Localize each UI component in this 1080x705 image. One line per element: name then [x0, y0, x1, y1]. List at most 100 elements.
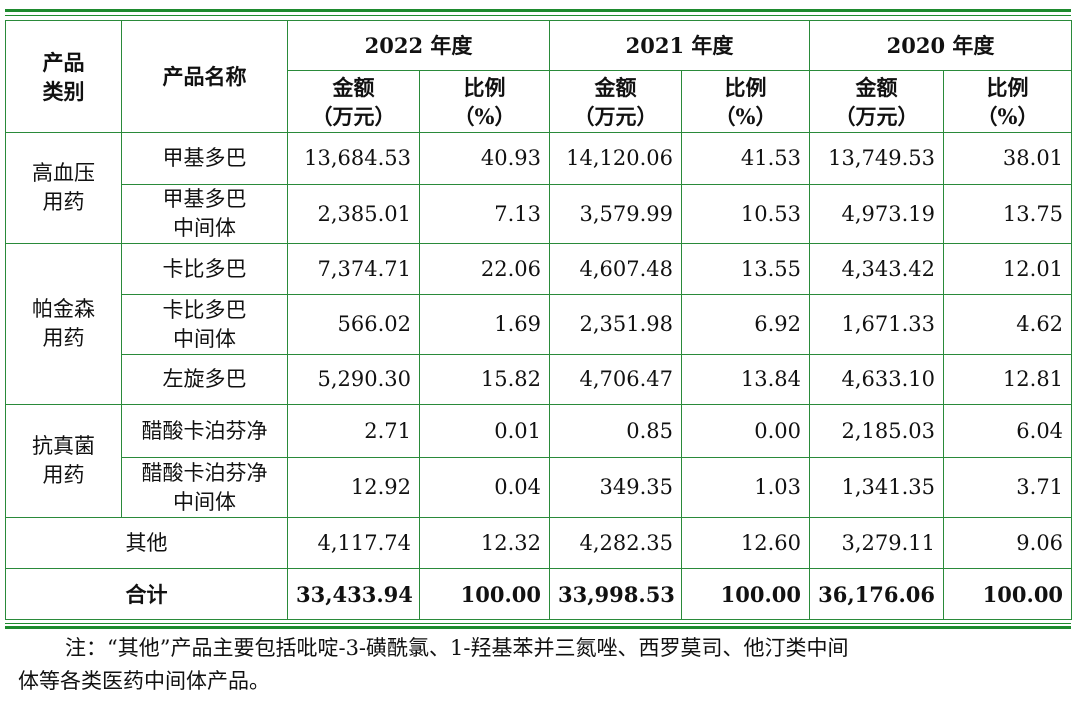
product-name-cell: 醋酸卡泊芬净 中间体	[121, 457, 288, 518]
total-value: 36,176.06	[809, 568, 945, 620]
value-cell: 2,385.01	[287, 184, 420, 244]
total-label: 合计	[5, 568, 288, 620]
header-ratio-line-1: 比例	[986, 74, 1029, 100]
value-cell: 13.55	[681, 243, 811, 295]
header-amount: 金额 （万元）	[809, 70, 945, 133]
value-cell: 566.02	[287, 294, 420, 355]
total-value: 100.00	[418, 568, 551, 620]
product-name-cell-line-2: 中间体	[173, 216, 236, 240]
header-ratio-line-2: （%）	[714, 103, 777, 129]
value-cell: 22.06	[418, 243, 551, 295]
category-cell: 抗真菌 用药	[5, 404, 122, 518]
value-cell: 0.04	[418, 457, 551, 518]
bottom-rule-thin	[5, 623, 1071, 624]
table-row: 帕金森 用药 卡比多巴 7,374.71 22.06 4,607.48 13.55 4,343…	[5, 243, 1073, 405]
category-cell-line-2: 用药	[42, 326, 85, 350]
value-cell: 2,185.03	[809, 404, 945, 458]
header-amount-line-2: （万元）	[311, 103, 396, 129]
category-cell: 帕金森 用药	[5, 243, 122, 405]
product-name-cell: 醋酸卡泊芬净	[121, 404, 288, 458]
header-amount: 金额 （万元）	[549, 70, 683, 133]
value-cell: 0.01	[418, 404, 551, 458]
header-ratio-line-1: 比例	[724, 74, 767, 100]
table-row: 醋酸卡泊芬净 中间体 12.92 0.04 349.35 1.03 1,341.35 3.71	[6, 457, 1073, 518]
value-cell: 12.92	[287, 457, 420, 518]
product-name-cell: 甲基多巴	[121, 132, 288, 185]
table-row: 抗真菌 用药 醋酸卡泊芬净 2.71 0.01 0.85 0.00 2,185.03 6.04	[5, 404, 1073, 518]
header-amount-line-1: 金额	[332, 74, 375, 100]
value-cell: 1,341.35	[809, 457, 945, 518]
value-cell: 12.01	[943, 243, 1073, 295]
footnote-line-1: 注：“其他”产品主要包括吡啶-3-磺酰氯、1-羟基苯并三氮唑、西罗莫司、他汀类中…	[65, 636, 849, 660]
other-value: 4,117.74	[287, 517, 420, 569]
total-value: 33,998.53	[549, 568, 683, 620]
header-year-3: 2020 年度	[809, 20, 1073, 71]
category-cell: 高血压 用药	[5, 132, 122, 244]
header-ratio: 比例 （%）	[943, 70, 1073, 133]
product-revenue-table: 产品 类别 产品名称 2022 年度 2021 年度 2020 年度 金额 （万元） 比例 （%）…	[5, 20, 1073, 629]
other-value: 9.06	[943, 517, 1073, 569]
total-value: 100.00	[681, 568, 811, 620]
value-cell: 1.03	[681, 457, 811, 518]
value-cell: 3.71	[943, 457, 1073, 518]
header-ratio: 比例 （%）	[681, 70, 811, 133]
top-rule	[5, 9, 1071, 12]
value-cell: 0.85	[549, 404, 683, 458]
header-amount-line-2: （万元）	[573, 103, 658, 129]
table-row: 甲基多巴 中间体 2,385.01 7.13 3,579.99 10.53 4,973.19…	[6, 184, 1073, 244]
header-amount-line-2: （万元）	[834, 103, 919, 129]
category-cell-line-2: 用药	[42, 190, 85, 214]
value-cell: 4,607.48	[549, 243, 683, 295]
value-cell: 13.84	[681, 354, 811, 405]
value-cell: 3,579.99	[549, 184, 683, 244]
value-cell: 15.82	[418, 354, 551, 405]
value-cell: 4.62	[943, 294, 1073, 355]
table-row: 合计 33,433.94 100.00 33,998.53 100.00 36,176.0…	[5, 568, 1073, 620]
category-cell-line-2: 用药	[42, 463, 85, 487]
table-row: 产品 类别 产品名称 2022 年度 2021 年度 2020 年度	[5, 20, 1073, 133]
table-row: 左旋多巴 5,290.30 15.82 4,706.47 13.84 4,633.10 12…	[6, 354, 1073, 405]
other-value: 12.60	[681, 517, 811, 569]
value-cell: 6.92	[681, 294, 811, 355]
product-name-cell: 甲基多巴 中间体	[121, 184, 288, 244]
header-ratio: 比例 （%）	[418, 70, 551, 133]
header-ratio-line-2: （%）	[976, 103, 1039, 129]
product-name-cell: 左旋多巴	[121, 354, 288, 405]
other-value: 12.32	[418, 517, 551, 569]
header-amount-line-1: 金额	[594, 74, 637, 100]
value-cell: 13,684.53	[287, 132, 420, 185]
total-value: 100.00	[943, 568, 1073, 620]
value-cell: 5,290.30	[287, 354, 420, 405]
product-name-cell: 卡比多巴 中间体	[121, 294, 288, 355]
value-cell: 4,343.42	[809, 243, 945, 295]
header-category-line-2: 类别	[42, 78, 85, 104]
table-row: 其他 4,117.74 12.32 4,282.35 12.60 3,279.11 9.06	[5, 517, 1073, 569]
product-name-cell-line-2: 中间体	[173, 326, 236, 351]
header-amount-line-1: 金额	[855, 74, 898, 100]
value-cell: 7.13	[418, 184, 551, 244]
value-cell: 4,706.47	[549, 354, 683, 405]
product-name-cell-line-1: 甲基多巴	[162, 187, 247, 211]
product-name-cell-line-1: 卡比多巴	[162, 297, 247, 322]
product-name-cell-line-1: 醋酸卡泊芬净	[141, 418, 268, 443]
value-cell: 4,973.19	[809, 184, 945, 244]
value-cell: 13.75	[943, 184, 1073, 244]
bottom-rule	[5, 626, 1071, 629]
table-row: 高血压 用药 甲基多巴 13,684.53 40.93 14,120.06 41.53 13,…	[5, 132, 1073, 244]
header-product-name: 产品名称	[121, 20, 288, 133]
other-value: 4,282.35	[549, 517, 683, 569]
value-cell: 7,374.71	[287, 243, 420, 295]
product-name-cell: 卡比多巴	[121, 243, 288, 295]
top-rule-thin	[5, 15, 1071, 16]
footnote-line-2: 体等各类医药中间体产品。	[18, 669, 270, 693]
category-cell-line-1: 抗真菌	[32, 434, 95, 458]
value-cell: 6.04	[943, 404, 1073, 458]
total-value: 33,433.94	[287, 568, 420, 620]
table-footnote: 注：“其他”产品主要包括吡啶-3-磺酰氯、1-羟基苯并三氮唑、西罗莫司、他汀类中…	[18, 632, 1068, 698]
value-cell: 41.53	[681, 132, 811, 185]
value-cell: 349.35	[549, 457, 683, 518]
other-label: 其他	[5, 517, 288, 569]
header-ratio-line-2: （%）	[453, 103, 516, 129]
product-name-cell-line-1: 醋酸卡泊芬净	[141, 460, 268, 485]
value-cell: 10.53	[681, 184, 811, 244]
